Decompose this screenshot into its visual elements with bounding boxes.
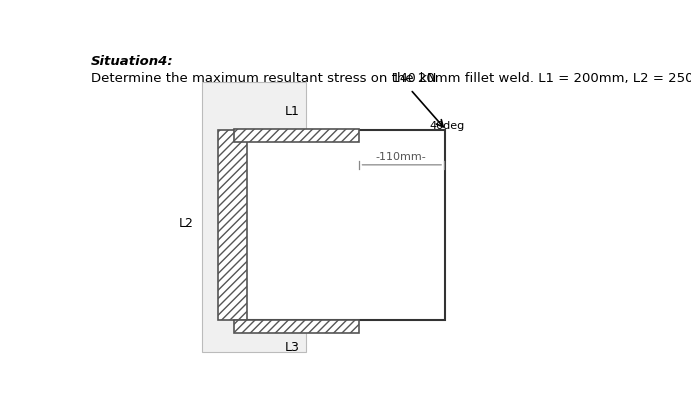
Bar xyxy=(234,320,359,333)
Text: 40deg: 40deg xyxy=(429,122,464,132)
Bar xyxy=(234,130,445,320)
Text: 140 kN: 140 kN xyxy=(392,72,436,85)
Text: -110mm-: -110mm- xyxy=(376,152,426,162)
Text: Determine the maximum resultant stress on the 20mm fillet weld. L1 = 200mm, L2 =: Determine the maximum resultant stress o… xyxy=(91,72,691,85)
Text: L1: L1 xyxy=(285,105,300,117)
Text: L2: L2 xyxy=(178,217,193,230)
Bar xyxy=(234,129,359,142)
Bar xyxy=(218,130,247,320)
Text: L3: L3 xyxy=(285,341,300,354)
Text: Situation4:: Situation4: xyxy=(91,55,173,68)
Bar xyxy=(202,82,306,352)
